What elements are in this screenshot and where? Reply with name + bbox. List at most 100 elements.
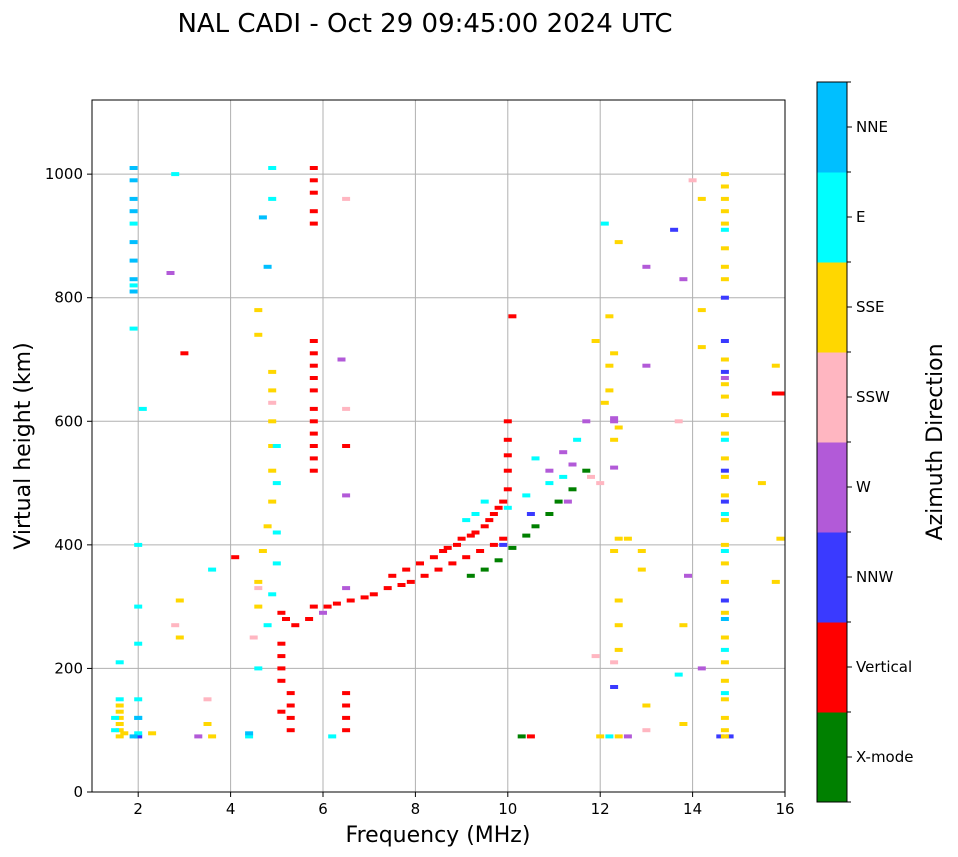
echo-point-nne	[129, 734, 138, 739]
echo-point-sse	[115, 703, 124, 708]
echo-point-vertical	[342, 691, 351, 696]
echo-point-sse	[268, 444, 277, 448]
echo-point-vertical	[503, 453, 512, 458]
echo-point-sse	[720, 431, 729, 436]
scatter-points	[111, 166, 785, 739]
echo-point-vertical	[309, 178, 318, 183]
echo-point-e	[522, 493, 531, 498]
echo-point-e	[272, 561, 281, 566]
y-axis-ticks: 0 200 400 600 800 1000	[45, 165, 92, 801]
echo-point-sse	[776, 536, 785, 541]
echo-point-x-mode	[554, 499, 563, 504]
echo-point-nne	[129, 289, 138, 294]
echo-point-sse	[610, 351, 619, 356]
echo-point-sse	[614, 734, 623, 739]
echo-point-sse	[720, 277, 729, 282]
echo-point-vertical	[489, 512, 498, 516]
echo-point-sse	[720, 734, 729, 739]
echo-point-vertical	[508, 314, 517, 319]
echo-point-w	[697, 666, 706, 671]
echo-point-sse	[642, 703, 651, 708]
echo-point-sse	[720, 561, 729, 566]
echo-point-vertical	[309, 221, 318, 226]
echo-point-sse	[637, 549, 646, 553]
echo-point-sse	[720, 474, 729, 479]
echo-point-x-mode	[508, 545, 517, 550]
echo-point-ssw	[688, 178, 697, 183]
echo-point-sse	[605, 314, 614, 319]
echo-point-vertical	[526, 734, 535, 739]
echo-point-sse	[720, 394, 729, 399]
echo-point-sse	[148, 731, 157, 736]
echo-point-vertical	[286, 715, 295, 720]
echo-point-vertical	[397, 583, 406, 587]
echo-point-w	[610, 416, 619, 421]
echo-point-e	[129, 326, 138, 331]
echo-point-e	[134, 604, 143, 609]
x-tick-label: 14	[683, 800, 702, 818]
echo-point-vertical	[342, 728, 351, 733]
echo-point-sse	[771, 579, 780, 584]
echo-point-vertical	[443, 545, 452, 550]
echo-point-w	[610, 465, 619, 470]
colorbar-segment	[817, 532, 847, 623]
echo-point-sse	[610, 549, 619, 553]
echo-point-vertical	[462, 555, 471, 560]
echo-point-sse	[720, 413, 729, 418]
echo-point-vertical	[277, 678, 286, 683]
y-tick-label: 600	[54, 412, 83, 430]
echo-point-sse	[720, 357, 729, 362]
colorbar-frame	[816, 81, 848, 803]
echo-point-vertical	[332, 601, 341, 606]
echo-point-sse	[605, 363, 614, 368]
echo-point-vertical	[457, 536, 466, 541]
echo-point-ssw	[610, 660, 619, 665]
echo-point-w	[337, 357, 346, 362]
echo-point-vertical	[503, 419, 512, 424]
echo-point-w	[563, 499, 572, 504]
echo-point-nnw	[720, 499, 729, 504]
echo-point-vertical	[369, 592, 378, 597]
echo-point-e	[254, 666, 263, 671]
echo-point-sse	[254, 332, 263, 337]
echo-point-vertical	[277, 654, 286, 659]
echo-point-vertical	[277, 610, 286, 615]
colorbar-segment	[817, 622, 847, 713]
echo-point-vertical	[429, 555, 438, 560]
echo-point-e	[503, 505, 512, 510]
echo-point-w	[319, 610, 327, 615]
echo-point-e	[471, 512, 480, 516]
echo-point-w	[610, 419, 619, 424]
echo-point-w	[545, 468, 554, 473]
echo-point-vertical	[309, 190, 318, 195]
echo-point-sse	[614, 598, 623, 603]
echo-point-vertical	[309, 468, 318, 473]
x-tick-label: 4	[226, 800, 236, 818]
echo-point-w	[684, 573, 692, 578]
echo-point-sse	[254, 308, 263, 313]
echo-point-sse	[268, 419, 277, 424]
colorbar-segment	[817, 172, 847, 263]
echo-point-e	[134, 697, 143, 702]
echo-point-sse	[720, 518, 729, 523]
echo-point-vertical	[342, 715, 351, 720]
echo-point-sse	[208, 734, 217, 739]
echo-point-e	[720, 647, 729, 652]
echo-point-w	[559, 450, 568, 455]
echo-point-vertical	[453, 542, 461, 547]
echo-point-vertical	[282, 617, 290, 621]
echo-point-vertical	[342, 703, 351, 708]
echo-point-e	[111, 715, 120, 720]
echo-point-sse	[720, 610, 729, 615]
echo-point-vertical	[309, 339, 318, 343]
echo-point-sse	[268, 499, 277, 504]
echo-point-ssw	[642, 728, 651, 733]
echo-point-sse	[258, 549, 267, 553]
echo-point-vertical	[231, 555, 240, 560]
echo-point-sse	[720, 728, 729, 733]
colorbar-segment	[817, 712, 847, 803]
echo-point-vertical	[503, 468, 512, 473]
echo-point-e	[674, 672, 683, 677]
echo-point-e	[134, 641, 143, 646]
